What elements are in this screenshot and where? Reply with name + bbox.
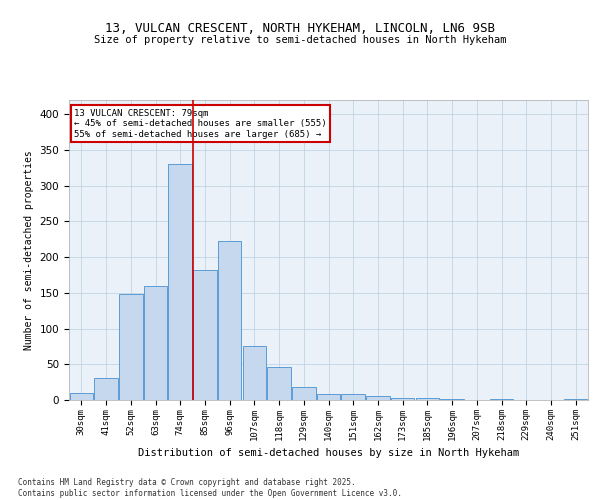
Y-axis label: Number of semi-detached properties: Number of semi-detached properties — [24, 150, 34, 350]
Bar — [292, 387, 316, 400]
Bar — [366, 396, 389, 400]
Text: Size of property relative to semi-detached houses in North Hykeham: Size of property relative to semi-detach… — [94, 35, 506, 45]
Bar — [169, 164, 192, 400]
Text: 13 VULCAN CRESCENT: 79sqm
← 45% of semi-detached houses are smaller (555)
55% of: 13 VULCAN CRESCENT: 79sqm ← 45% of semi-… — [74, 109, 327, 139]
Bar — [144, 286, 167, 400]
Bar — [119, 294, 143, 400]
Bar — [391, 398, 415, 400]
Bar — [268, 367, 291, 400]
Bar — [218, 242, 241, 400]
Bar — [193, 270, 217, 400]
Bar — [341, 394, 365, 400]
X-axis label: Distribution of semi-detached houses by size in North Hykeham: Distribution of semi-detached houses by … — [138, 448, 519, 458]
Text: Contains HM Land Registry data © Crown copyright and database right 2025.
Contai: Contains HM Land Registry data © Crown c… — [18, 478, 402, 498]
Bar — [416, 398, 439, 400]
Text: 13, VULCAN CRESCENT, NORTH HYKEHAM, LINCOLN, LN6 9SB: 13, VULCAN CRESCENT, NORTH HYKEHAM, LINC… — [105, 22, 495, 36]
Bar — [70, 393, 93, 400]
Bar — [317, 394, 340, 400]
Bar — [242, 346, 266, 400]
Bar — [94, 378, 118, 400]
